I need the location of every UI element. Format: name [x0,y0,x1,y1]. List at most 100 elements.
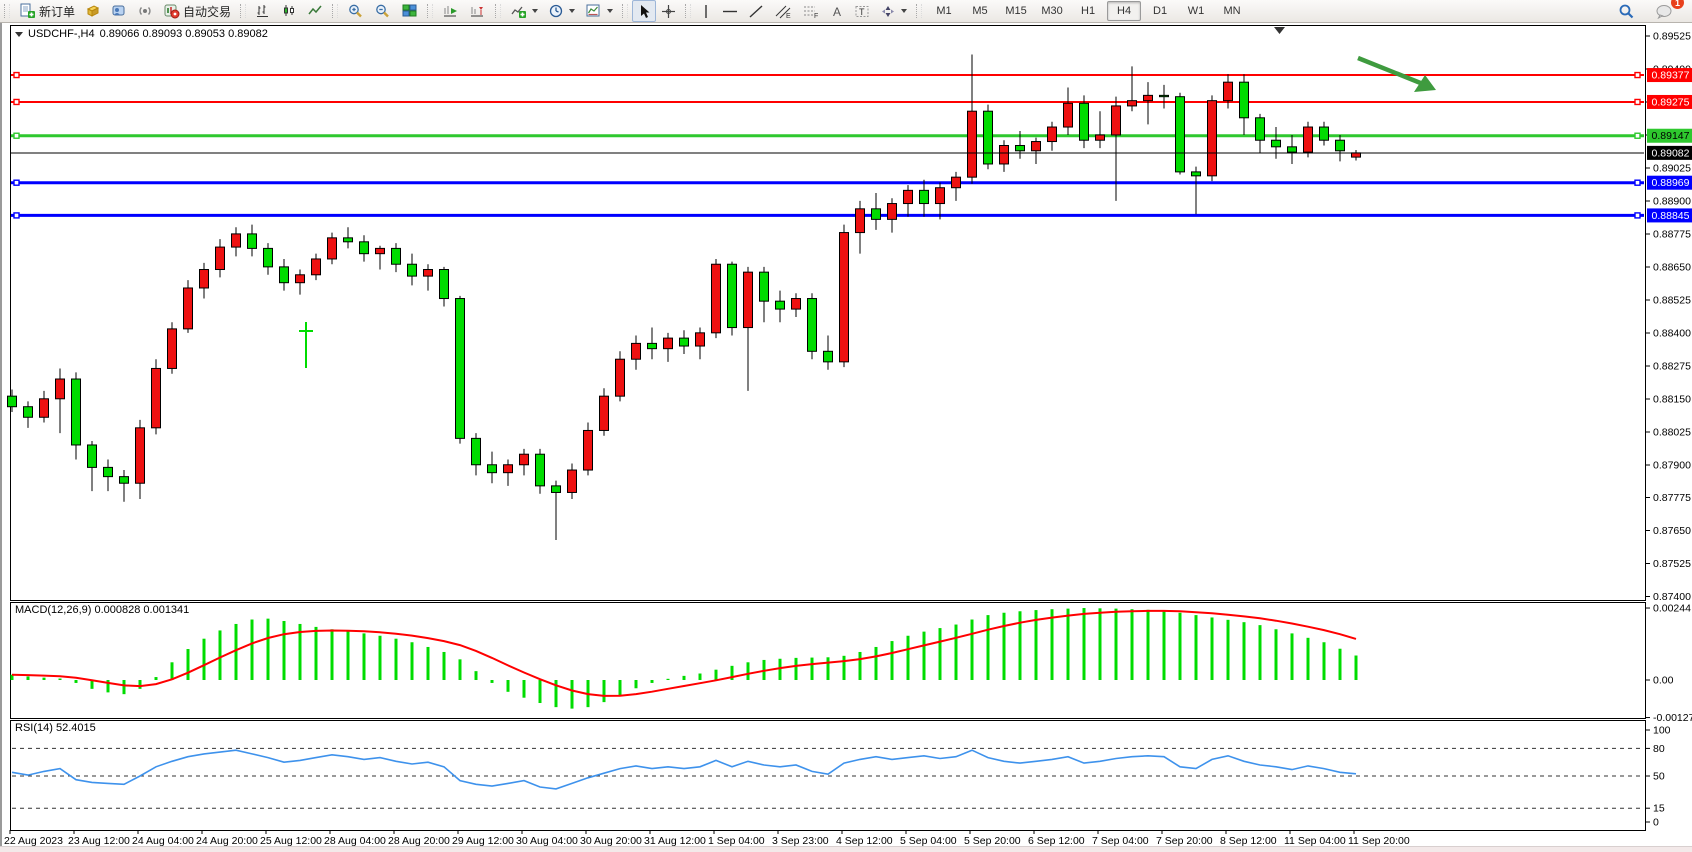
templates-button[interactable] [580,0,618,22]
tile-windows-icon [402,4,417,17]
toolbar-drag-handle [4,4,10,18]
symbol-title[interactable]: USDCHF-,H4 0.89066 0.89093 0.89053 0.890… [15,28,268,40]
svg-text:15: 15 [1653,803,1665,815]
svg-text:0.00: 0.00 [1653,675,1674,687]
line-chart-button[interactable] [302,0,328,22]
periods-button[interactable] [543,0,580,22]
trend-arrow-head [1414,75,1436,92]
auto-trading-button[interactable]: 自动交易 [158,0,236,22]
svg-text:-0.001273: -0.001273 [1653,712,1692,724]
svg-text:0.87900: 0.87900 [1653,459,1691,471]
pane-frames [10,25,1646,831]
chart-window: 0.895250.894000.890250.889000.887750.886… [0,23,1692,847]
auto-trading-icon [164,4,180,19]
svg-text:0.87525: 0.87525 [1653,558,1691,570]
svg-text:0: 0 [1653,817,1659,829]
svg-text:100: 100 [1653,725,1671,737]
svg-text:0.89082: 0.89082 [1652,147,1690,159]
vertical-line-icon [705,4,707,18]
tile-windows-button[interactable] [396,0,423,22]
clock-icon [549,4,563,18]
text-button[interactable]: A [825,0,849,22]
zoom-in-button[interactable] [342,0,369,22]
signals-button[interactable] [132,0,158,22]
market-watch-button[interactable] [80,0,106,22]
svg-text:8 Sep 12:00: 8 Sep 12:00 [1220,835,1277,847]
annotations [299,27,1436,368]
rsi-line [11,749,1357,790]
symbol-dropdown-icon[interactable] [15,31,23,37]
candlestick-chart-icon [284,5,295,16]
toolbar-group-zoom [342,0,396,22]
channel-button[interactable]: E [769,0,797,22]
svg-text:0.88775: 0.88775 [1653,228,1691,240]
new-order-button[interactable]: 新订单 [14,0,80,22]
svg-text:6 Sep 12:00: 6 Sep 12:00 [1028,835,1085,847]
main-toolbar: 新订单 [0,0,1692,23]
timeframe-button-m30[interactable]: M30 [1041,5,1063,17]
data-window-button[interactable] [106,0,132,22]
svg-text:0.89147: 0.89147 [1652,130,1690,142]
level-lines [11,71,1644,219]
timeframe-button-m5[interactable]: M5 [972,5,988,17]
chart-shift-icon [471,7,484,17]
chart-canvas[interactable]: 0.895250.894000.890250.889000.887750.886… [2,23,1692,852]
notifications-button[interactable]: 1 [1650,0,1684,22]
svg-text:28 Aug 20:00: 28 Aug 20:00 [388,835,450,847]
svg-text:0.88275: 0.88275 [1653,360,1691,372]
zoom-in-icon [349,4,362,18]
arrows-button[interactable] [875,0,912,22]
timeframe-button-m15[interactable]: M15 [1005,5,1027,17]
svg-text:0.88025: 0.88025 [1653,426,1691,438]
timeframe-button-h1[interactable]: H1 [1081,5,1096,17]
search-button[interactable] [1613,0,1640,22]
data-window-icon [112,5,125,16]
horizontal-line-button[interactable] [717,0,743,22]
timeframe-button-w1[interactable]: W1 [1187,5,1205,17]
toolbar-group-trade: 新订单 [14,0,236,22]
svg-text:7 Sep 20:00: 7 Sep 20:00 [1156,835,1213,847]
svg-text:30 Aug 20:00: 30 Aug 20:00 [580,835,642,847]
timeframe-button-mn[interactable]: MN [1223,5,1241,17]
auto-scroll-button[interactable] [437,0,464,22]
svg-text:50: 50 [1653,771,1665,783]
timeframe-button-h4[interactable]: H4 [1107,1,1142,21]
svg-text:5 Sep 20:00: 5 Sep 20:00 [964,835,1021,847]
indicators-dropdown-caret[interactable] [532,9,539,13]
chart-shift-button[interactable] [464,0,491,22]
signals-icon [139,7,151,15]
line-chart-icon [308,5,322,15]
svg-text:A: A [833,5,841,19]
arrows-dropdown-caret[interactable] [901,9,908,13]
cursor-button[interactable] [632,0,657,22]
trendline-icon [749,4,763,18]
candles [7,54,1361,540]
svg-text:25 Aug 12:00: 25 Aug 12:00 [260,835,322,847]
trend-arrow-annotation [1357,55,1424,87]
timeframe-button-m1[interactable]: M1 [936,5,952,17]
auto-scroll-icon [444,6,458,17]
indicators-button[interactable] [505,0,543,22]
fibonacci-button[interactable]: F [797,0,825,22]
zoom-out-button[interactable] [369,0,396,22]
rsi-indicator-label: RSI(14) 52.4015 [15,722,96,734]
bar-chart-button[interactable] [250,0,276,22]
crosshair-icon [662,4,676,18]
toolbar-group-indicators [505,0,618,22]
svg-text:23 Aug 12:00: 23 Aug 12:00 [68,835,130,847]
new-order-icon [20,3,35,18]
text-label-button[interactable]: T [849,0,875,22]
templates-dropdown-caret[interactable] [607,9,614,13]
macd-axis: 0.00244 0.00 -0.001273 [1645,603,1692,724]
svg-text:31 Aug 12:00: 31 Aug 12:00 [644,835,706,847]
svg-text:0.89377: 0.89377 [1652,70,1690,82]
crosshair-button[interactable] [656,0,681,22]
vertical-line-button[interactable] [695,0,717,22]
svg-text:80: 80 [1653,743,1665,755]
arrow-objects-icon [882,5,895,17]
timeframe-button-d1[interactable]: D1 [1153,5,1168,17]
candlestick-chart-button[interactable] [276,0,302,22]
svg-text:0.88900: 0.88900 [1653,195,1691,207]
trendline-button[interactable] [743,0,769,22]
periods-dropdown-caret[interactable] [569,9,576,13]
